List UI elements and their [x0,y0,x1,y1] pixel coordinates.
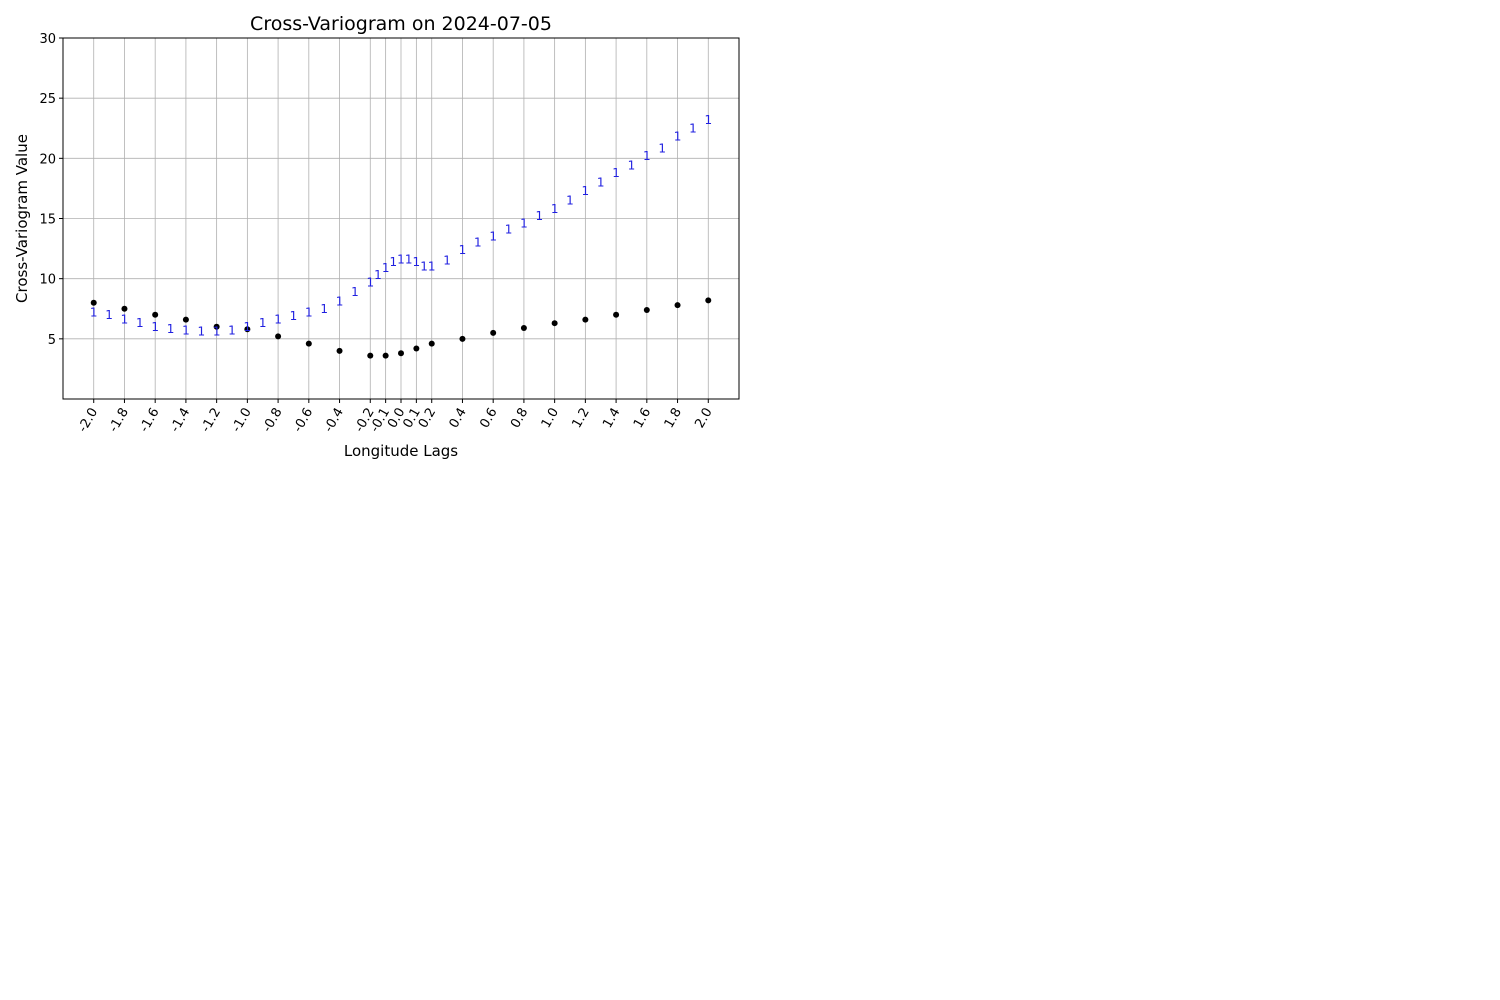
x-tick-label: -1.2 [198,406,224,435]
series-label: 1 [213,325,221,339]
data-point [336,347,343,354]
x-tick-label: 1.6 [631,406,654,431]
series-label: 1 [167,322,175,336]
series-label: 1 [336,295,344,309]
series-label: 1 [582,184,590,198]
series-label: 1 [366,275,374,289]
series-label: 1 [151,320,159,334]
y-tick-label: 30 [39,32,56,47]
data-point [413,345,420,352]
data-point [459,335,466,342]
series-label: 1 [259,316,267,330]
series-label: 1 [105,308,113,322]
series-label: 1 [566,193,574,207]
y-tick-label: 5 [48,333,56,348]
x-tick-label: 2.0 [692,406,715,431]
data-point [305,340,312,347]
data-point [705,297,712,304]
series-label: 1 [90,305,98,319]
series-label: 1 [520,216,528,230]
x-tick-label: -0.6 [291,406,317,435]
chart-title: Cross-Variogram on 2024-07-05 [250,13,552,35]
x-axis-label: Longitude Lags [344,442,458,460]
series-label: 1 [420,260,428,274]
data-point [551,320,558,327]
series-label: 1 [597,175,605,189]
series-label: 1 [228,323,236,337]
data-point [582,316,589,323]
y-tick-label: 20 [39,152,56,167]
series-label: 1 [459,243,467,257]
series-label: 1 [305,305,313,319]
data-point [121,305,128,312]
series-label: 1 [413,255,421,269]
series-label: 1 [244,320,252,334]
data-point [90,299,97,306]
y-tick-label: 15 [39,213,56,228]
series-label: 1 [389,255,397,269]
data-point [244,326,251,333]
x-tick-label: 1.8 [662,406,685,431]
data-point [520,325,527,332]
series-label: 1 [320,302,328,316]
series-label: 1 [704,113,712,127]
x-tick-label: 0.4 [447,406,470,431]
data-point [213,323,220,330]
series-label: 1 [674,130,682,144]
series-label: 1 [658,142,666,156]
data-point [382,352,389,359]
series-label: 1 [428,260,436,274]
series-label: 1 [397,252,405,266]
x-tick-label: -1.8 [106,406,132,435]
x-tick-label: -1.0 [229,406,255,435]
series-label: 1 [182,323,190,337]
series-label: 1 [290,309,298,323]
series-label: 1 [612,166,620,180]
series-label: 1 [551,202,559,216]
x-tick-label: -1.4 [168,406,194,435]
y-tick-label: 10 [39,273,56,288]
series-label: 1 [121,313,129,327]
series-label: 1 [405,252,413,266]
x-tick-label: -2.0 [76,406,102,435]
series-label: 1 [443,254,451,268]
x-tick-label: 0.2 [416,406,439,431]
y-tick-label: 25 [39,92,56,107]
data-point [613,311,620,318]
x-tick-label: 1.4 [600,406,623,431]
series-label: 1 [628,159,636,173]
series-label: 1 [136,316,144,330]
series-label: 1 [505,222,513,236]
data-point [275,333,282,340]
x-tick-label: -1.6 [137,406,163,435]
data-point [490,329,497,336]
series-label: 1 [197,325,205,339]
series-label: 1 [351,285,359,299]
x-tick-label: 0.6 [477,406,500,431]
data-point [643,306,650,313]
series-label: 1 [382,261,390,275]
x-tick-label: 1.2 [569,406,592,431]
x-tick-label: 0.8 [508,406,531,431]
data-point [182,316,189,323]
data-point [674,302,681,309]
series-label: 1 [535,209,543,223]
x-tick-label: -0.8 [260,406,286,435]
data-point [398,350,404,357]
series-label: 1 [489,230,497,244]
data-point [428,340,435,347]
x-tick-label: 1.0 [539,406,562,431]
data-point [152,311,159,318]
series-label: 1 [274,313,282,327]
x-tick-label: -0.4 [321,406,347,435]
series-label: 1 [474,236,482,250]
data-point [367,352,374,359]
series-label: 1 [374,268,382,282]
series-label: 1 [643,149,651,163]
series-label: 1 [689,121,697,135]
y-axis-label: Cross-Variogram Value [13,134,31,303]
